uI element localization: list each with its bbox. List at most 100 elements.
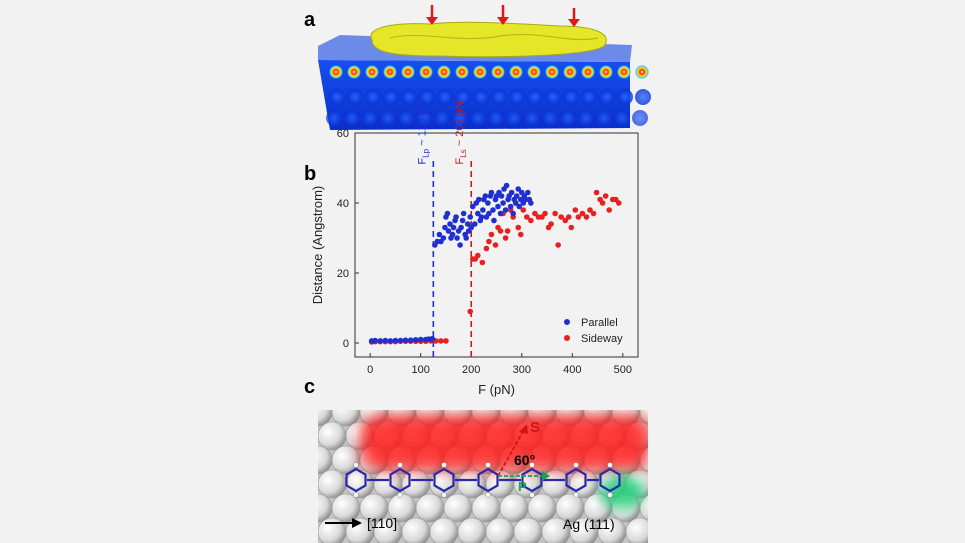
data-point: [555, 242, 561, 248]
lattice-atom: [455, 89, 471, 105]
ag-atom: [318, 421, 347, 451]
ag-atom: [429, 517, 459, 543]
data-point: [528, 200, 534, 206]
data-point: [579, 210, 586, 217]
lattice-atom: [509, 89, 525, 105]
legend-label: Parallel: [581, 317, 618, 329]
data-point: [515, 224, 522, 231]
y-tick-label: 60: [337, 128, 349, 140]
data-point: [436, 231, 443, 238]
lattice-atom: [614, 110, 630, 126]
ag-atom: [654, 518, 682, 543]
y-axis-label: Distance (Angstrom): [310, 186, 325, 304]
data-point: [377, 338, 384, 344]
data-point: [548, 221, 554, 227]
data-point: [483, 245, 490, 252]
charge-density-spot: [563, 65, 577, 79]
data-point: [495, 203, 501, 210]
hydrogen-atom: [397, 492, 403, 498]
charge-density-spot: [329, 65, 343, 79]
data-point: [480, 207, 486, 213]
charge-density-spot: [383, 65, 397, 79]
data-point: [442, 224, 448, 231]
lattice-atom: [578, 110, 594, 126]
data-point: [459, 217, 466, 224]
data-point: [510, 210, 516, 217]
hydrogen-atom: [485, 462, 491, 468]
data-point: [517, 231, 524, 238]
data-point: [516, 203, 523, 210]
data-point: [469, 203, 476, 210]
ag-atom: [345, 469, 375, 499]
data-point: [503, 182, 510, 189]
ag-atom: [415, 493, 445, 523]
data-point: [440, 235, 447, 241]
threshold-annotations: FLp ~ 125 pN FLs ~ 200 pN: [416, 101, 473, 357]
data-point: [599, 200, 606, 206]
charge-density-spot: [491, 65, 505, 79]
sideway-marker: S: [530, 419, 540, 436]
ag-atom: [485, 517, 515, 543]
panel-a: a: [304, 5, 651, 130]
data-point: [407, 337, 414, 344]
charge-density-spot: [473, 65, 487, 79]
ag-atom: [276, 398, 304, 426]
data-point: [504, 228, 511, 234]
data-point: [460, 210, 467, 217]
data-point: [524, 214, 530, 220]
lattice-atom: [488, 110, 504, 126]
data-point: [558, 214, 564, 220]
data-point: [478, 214, 485, 220]
data-point: [372, 337, 379, 344]
x-tick-label: 500: [614, 364, 632, 376]
ag-atom: [276, 446, 304, 474]
ag-atom: [401, 469, 431, 499]
benzene-ring: [389, 467, 411, 493]
data-point: [471, 221, 478, 227]
direction-arrow-icon: [352, 518, 362, 528]
data-point: [485, 200, 491, 206]
threshold-label: FLp ~ 125 pN: [416, 101, 430, 165]
panel-c: c S P 60° [110] Ag (111): [276, 376, 710, 543]
panel-label-c: c: [304, 376, 315, 398]
data-point: [568, 224, 575, 231]
data-point: [429, 336, 436, 342]
data-point: [464, 221, 471, 227]
data-point: [412, 337, 419, 343]
lattice-atom: [452, 110, 468, 126]
slab-lattice: [326, 65, 651, 126]
data-point: [486, 210, 492, 217]
lattice-atom: [563, 89, 579, 105]
data-points: [368, 182, 622, 345]
benzene-ring: [521, 467, 543, 493]
charge-density-spot: [365, 65, 379, 79]
ag-atom: [499, 493, 529, 523]
lattice-atom: [416, 110, 432, 126]
lattice-atom: [437, 89, 453, 105]
data-point: [475, 210, 481, 217]
data-point: [382, 337, 389, 344]
x-tick-label: 400: [563, 364, 581, 376]
hydrogen-atom: [441, 462, 447, 468]
lattice-atom: [524, 110, 540, 126]
ag-atom: [318, 469, 347, 499]
lattice-atom: [470, 110, 486, 126]
ag-atom: [471, 493, 501, 523]
angle-label: 60°: [514, 452, 535, 468]
legend-marker: [564, 319, 570, 325]
force-arrow-icon: [426, 5, 438, 25]
lattice-atom: [617, 89, 633, 105]
data-point: [502, 207, 509, 213]
data-point: [449, 231, 456, 238]
lattice-atom: [491, 89, 507, 105]
charge-density-spot: [347, 65, 361, 79]
data-point: [457, 242, 463, 248]
ag-atom: [443, 493, 473, 523]
panel-label-a: a: [304, 9, 316, 31]
data-point: [497, 210, 504, 217]
lattice-atom: [398, 110, 414, 126]
lattice-atom: [380, 110, 396, 126]
ag-atom: [682, 422, 710, 450]
data-point: [520, 207, 527, 213]
